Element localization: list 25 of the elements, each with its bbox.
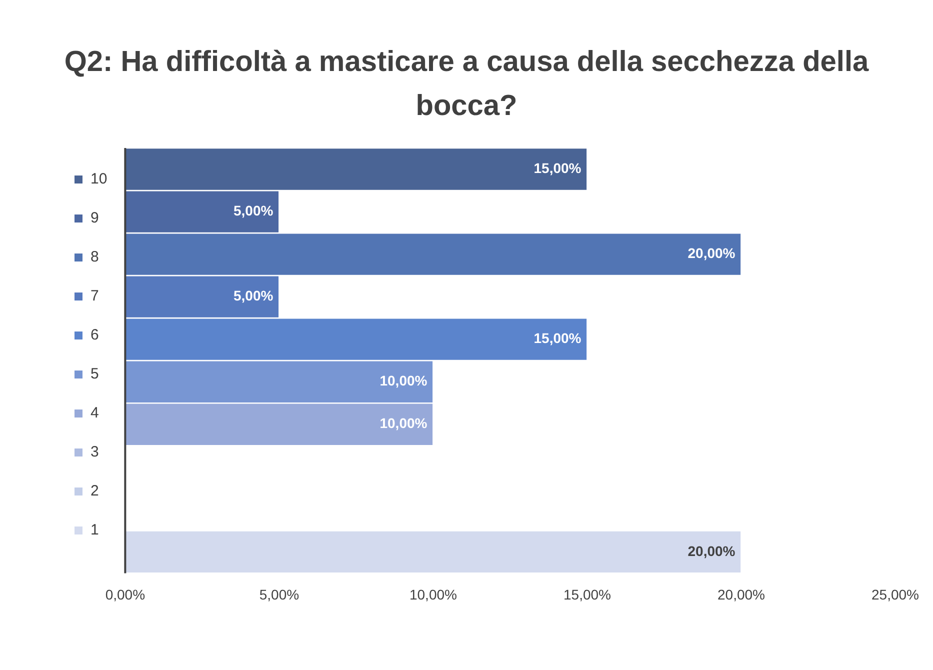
legend-label: 10 (90, 170, 108, 188)
legend-label: 4 (90, 404, 99, 422)
data-label: 15,00% (534, 330, 582, 346)
legend-label: 7 (90, 288, 99, 305)
x-tick-label: 0,00% (105, 586, 146, 602)
legend-label: 1 (90, 522, 99, 539)
legend-label: 5 (90, 366, 99, 383)
chart-title: Q2: Ha difficoltà a masticare a causa della secchezza della bocca? (63, 45, 870, 124)
legend-label: 3 (90, 444, 99, 461)
data-label: 5,00% (233, 202, 274, 219)
x-tick-label: 25,00% (872, 586, 919, 602)
data-label: 20,00% (688, 542, 736, 559)
data-label: 10,00% (380, 372, 428, 389)
x-tick-label: 10,00% (409, 586, 457, 602)
legend-label: 6 (90, 326, 99, 344)
data-label: 20,00% (688, 245, 736, 262)
legend-label: 8 (90, 248, 99, 266)
data-label: 5,00% (233, 288, 274, 304)
legend-label: 9 (90, 210, 99, 227)
x-tick-label: 5,00% (259, 586, 300, 602)
x-tick-label: 15,00% (563, 586, 611, 602)
data-label: 15,00% (534, 160, 582, 176)
x-tick-label: 20,00% (718, 586, 765, 602)
data-label: 10,00% (380, 415, 428, 432)
legend-label: 2 (90, 482, 99, 500)
